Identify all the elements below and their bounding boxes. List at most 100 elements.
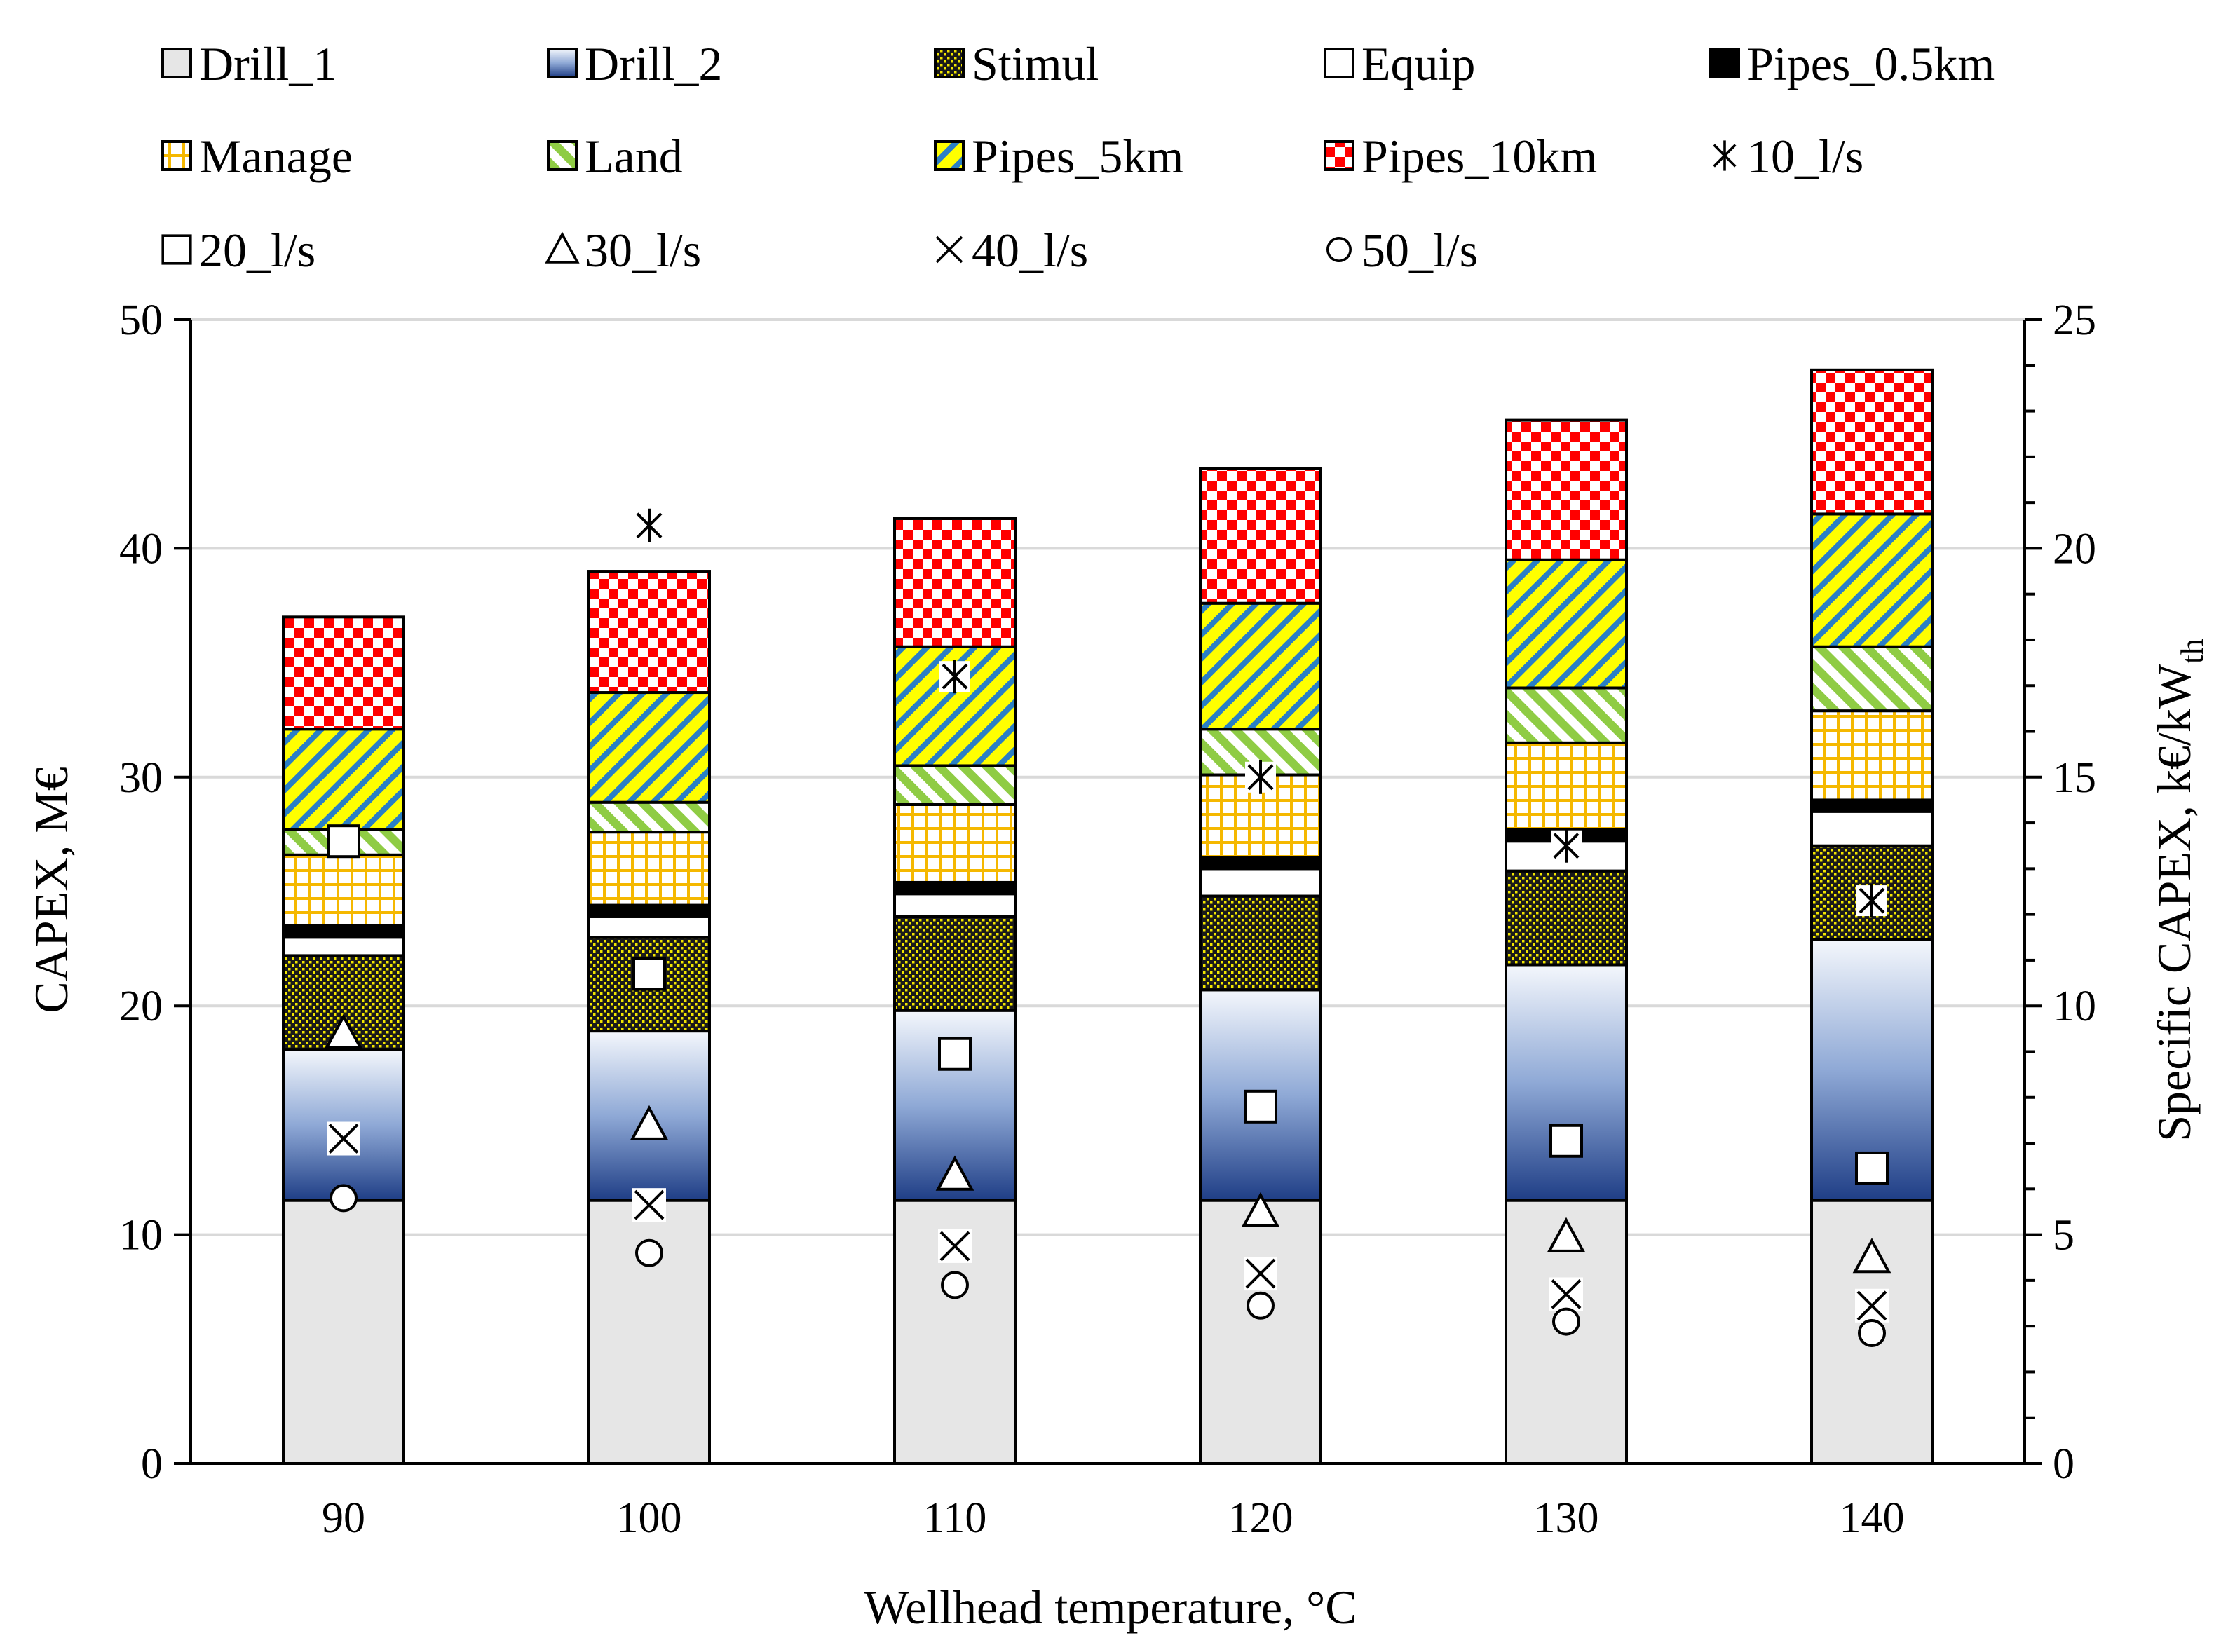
legend-label-Pipes_10km: Pipes_10km [1361,130,1597,183]
bar-segment-Pipes_0.5km [1810,798,1934,813]
bar-segment-Land [1810,645,1934,713]
legend: Drill_1 Drill_2 Stimul Equip Pipes_0.5km Mana… [161,37,1995,277]
bar-segment-Pipes_0.5km [893,880,1017,896]
legend-symbol-40_l/s [934,234,965,265]
bar-segment-Pipes_5km [282,728,405,831]
legend-item-Pipes_0.5km: Pipes_0.5km [1709,37,1995,90]
marker-20_l/s-90 [327,824,360,859]
marker-30_l/s-120 [1241,1192,1280,1227]
legend-label-50_l/s: 50_l/s [1361,224,1478,277]
marker-20_l/s-100 [632,957,666,991]
legend-label-Pipes_0.5km: Pipes_0.5km [1747,37,1995,90]
bar-segment-Land [893,764,1017,806]
bar-segment-Equip [1199,867,1322,898]
marker-50_l/s-90 [330,1184,358,1213]
bar-segment-Stimul [1505,869,1628,967]
marker-40_l/s-140 [1855,1288,1889,1323]
bar-segment-Equip [282,936,405,957]
marker-50_l/s-110 [941,1271,969,1299]
marker-20_l/s-140 [1855,1151,1889,1185]
y-left-tick-label: 50 [119,296,163,344]
legend-item-20_l/s: 20_l/s [161,224,315,277]
bar-segment-Manage [893,803,1017,884]
legend-swatch-Drill_2 [547,48,578,78]
marker-40_l/s-130 [1549,1277,1583,1311]
bar-segment-Pipes_0.5km [1199,856,1322,871]
marker-50_l/s-140 [1858,1318,1886,1347]
legend-item-50_l/s: 50_l/s [1326,224,1478,277]
bar-segment-Equip [1810,810,1934,847]
marker-20_l/s-120 [1244,1089,1277,1124]
legend-label-20_l/s: 20_l/s [199,224,315,277]
y-right-tick-label: 10 [2053,983,2096,1030]
legend-symbol-20_l/s [161,234,192,265]
y-right-tick-label: 0 [2053,1440,2074,1488]
bar-segment-Pipes_10km [282,615,405,731]
marker-20_l/s-110 [938,1037,972,1071]
legend-label-Equip: Equip [1361,37,1475,90]
legend-label-Land: Land [585,130,683,183]
bar-segment-Pipes_10km [587,570,711,695]
legend-item-30_l/s: 30_l/s [545,224,701,277]
bar-segment-Pipes_5km [1199,601,1322,731]
y-right-tick-label: 25 [2053,296,2096,344]
bar-segment-Pipes_10km [1810,368,1934,516]
bar-segment-Pipes_0.5km [587,903,711,918]
legend-label-Drill_2: Drill_2 [585,37,722,90]
marker-30_l/s-100 [630,1105,669,1140]
marker-50_l/s-120 [1247,1291,1275,1320]
y-left-tick-label: 0 [141,1440,163,1488]
y-left-tick-label: 40 [119,525,163,573]
marker-30_l/s-110 [935,1155,974,1191]
legend-symbol-30_l/s [545,231,580,264]
y-right-tick-label: 20 [2053,525,2096,573]
legend-swatch-Pipes_10km [1324,140,1354,171]
marker-40_l/s-110 [938,1229,972,1263]
legend-swatch-Land [547,140,578,171]
axes-layer: 0 10 20 30 40 50 0 5 10 15 20 25 90 100 110 120 130 140 [119,296,2096,1542]
bar-stack-90 [282,615,405,1465]
legend-label-10_l/s: 10_l/s [1747,130,1863,183]
x-tick-label: 130 [1534,1494,1599,1542]
y-right-axis-title: Specific CAPEX, k€/kWth [2147,639,2210,1142]
legend-swatch-Drill_1 [161,48,192,78]
bar-segment-Pipes_10km [893,517,1017,648]
bar-segment-Pipes_10km [1199,467,1322,605]
marker-30_l/s-140 [1852,1238,1891,1274]
y-left-tick-label: 30 [119,754,163,802]
y-right-tick-label: 15 [2053,754,2096,802]
legend-label-40_l/s: 40_l/s [972,224,1088,277]
legend-item-10_l/s: 10_l/s [1711,130,1863,183]
legend-item-Pipes_10km: Pipes_10km [1324,130,1597,183]
bar-segment-Equip [587,915,711,939]
bar-segment-Manage [587,831,711,907]
marker-10_l/s-120 [1245,760,1276,794]
bar-segment-Pipes_0.5km [282,924,405,939]
y-left-tick-label: 10 [119,1212,163,1260]
x-tick-label: 100 [617,1494,682,1542]
legend-item-Pipes_5km: Pipes_5km [934,130,1183,183]
marker-10_l/s-130 [1551,828,1582,863]
bar-segment-Pipes_10km [1505,418,1628,561]
y-right-axis-title-main: Specific CAPEX, k€/kW [2147,663,2201,1142]
x-tick-label: 140 [1840,1494,1905,1542]
marker-40_l/s-120 [1244,1257,1277,1291]
bar-segment-Pipes_5km [1810,512,1934,648]
bar-segment-Manage [1505,741,1628,831]
bar-segment-Land [587,800,711,834]
bar-segment-Manage [1810,709,1934,802]
bar-segment-Stimul [1199,894,1322,992]
x-tick-label: 90 [322,1494,365,1542]
x-axis-title: Wellhead temperature, °C [864,1581,1357,1634]
marker-50_l/s-100 [635,1238,663,1267]
y-right-tick-label: 5 [2053,1212,2074,1260]
bar-segment-Pipes_5km [587,691,711,804]
legend-item-Drill_2: Drill_2 [547,37,722,90]
marker-10_l/s-100 [634,508,665,542]
x-tick-label: 120 [1228,1494,1293,1542]
y-left-axis-title: CAPEX, M€ [25,767,78,1013]
legend-item-Stimul: Stimul [934,37,1099,90]
legend-swatch-Manage [161,140,192,171]
y-left-tick-label: 20 [119,983,163,1030]
